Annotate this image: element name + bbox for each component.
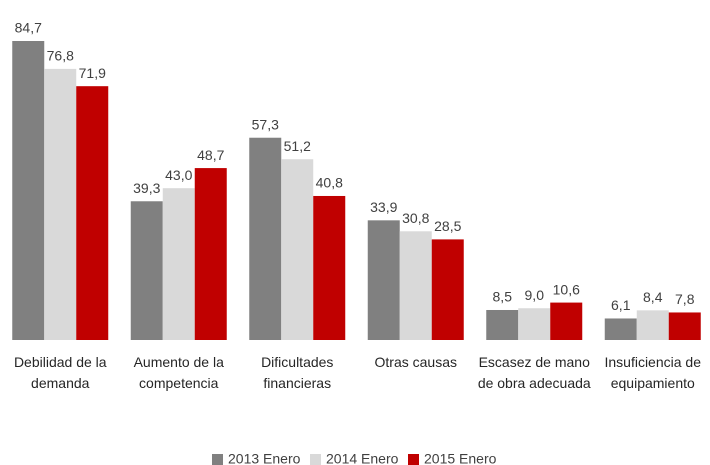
bar (130, 201, 163, 340)
bar (194, 168, 227, 340)
bar (162, 188, 195, 340)
legend-swatch (212, 454, 223, 465)
value-label: 39,3 (133, 180, 160, 196)
bar (431, 239, 464, 340)
bar (518, 308, 551, 340)
value-label: 28,5 (434, 218, 461, 234)
legend-label: 2015 Enero (424, 451, 497, 465)
value-label: 8,5 (493, 289, 513, 305)
bar (281, 159, 314, 340)
legend-swatch (408, 454, 419, 465)
x-tick-label: Debilidad de la demanda (13, 354, 107, 391)
legend-label: 2013 Enero (228, 451, 301, 465)
value-label: 40,8 (316, 175, 343, 191)
bar (486, 309, 519, 340)
value-label: 48,7 (197, 147, 224, 163)
legend-label: 2014 Enero (326, 451, 399, 465)
value-label: 71,9 (79, 65, 106, 81)
bar (550, 302, 583, 340)
bar (313, 195, 346, 340)
x-tick-label: Otras causas (374, 354, 457, 370)
bar (249, 137, 282, 340)
bar (604, 318, 637, 340)
value-label: 9,0 (525, 287, 545, 303)
bar (76, 86, 109, 340)
x-tick-label: Dificultades financieras (261, 354, 334, 391)
value-label: 43,0 (165, 167, 192, 183)
value-label: 30,8 (402, 210, 429, 226)
bar (399, 231, 432, 340)
bar (12, 41, 45, 340)
value-label: 57,3 (252, 116, 279, 132)
value-label: 76,8 (47, 48, 74, 64)
value-label: 10,6 (553, 281, 580, 297)
bar (636, 310, 669, 340)
value-label: 6,1 (611, 297, 631, 313)
value-label: 84,7 (15, 20, 42, 36)
value-label: 7,8 (675, 291, 695, 307)
x-tick-label: Insuficiencia de equipamiento (604, 354, 701, 391)
x-tick-label: Escasez de mano de obra adecuada (477, 354, 591, 391)
legend-swatch (310, 454, 321, 465)
value-label: 8,4 (643, 289, 663, 305)
value-label: 33,9 (370, 199, 397, 215)
bar (367, 220, 400, 340)
bar (668, 312, 701, 340)
value-label: 51,2 (284, 138, 311, 154)
bar (44, 68, 77, 340)
x-tick-label: Aumento de la competencia (133, 354, 224, 391)
